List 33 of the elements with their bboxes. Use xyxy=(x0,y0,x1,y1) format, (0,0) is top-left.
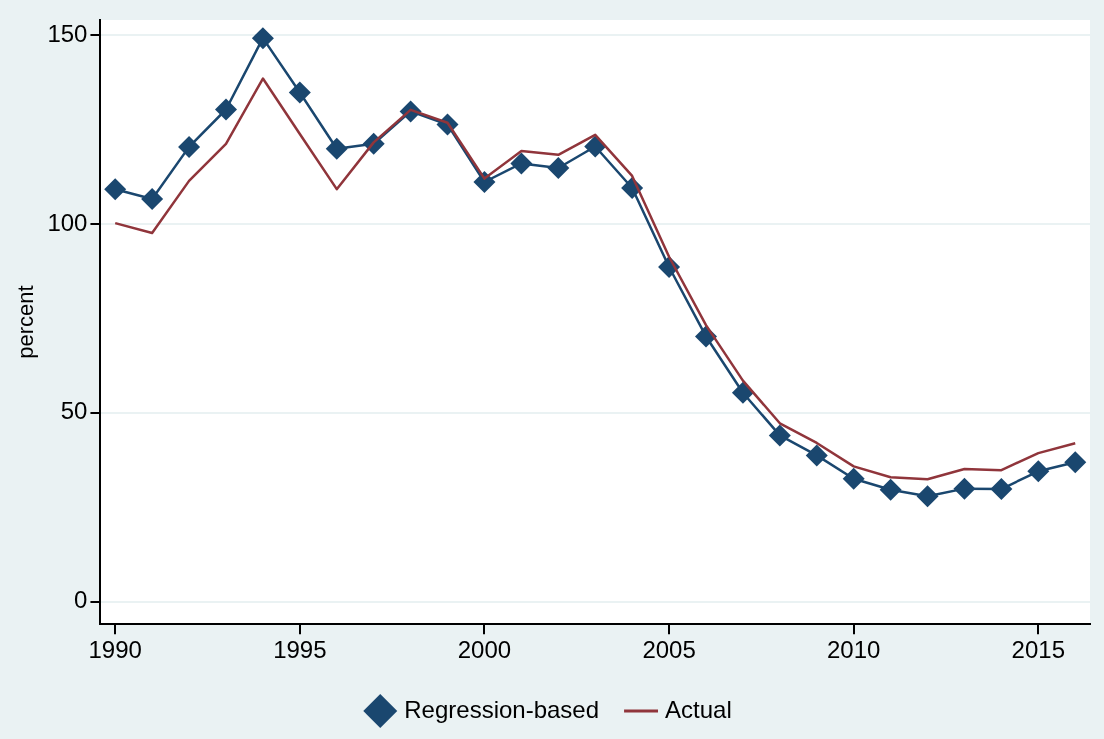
x-tick-label: 2000 xyxy=(457,636,512,664)
point xyxy=(1027,460,1050,483)
point xyxy=(214,98,237,121)
point xyxy=(805,444,828,467)
point xyxy=(879,478,902,501)
x-tick-label: 2015 xyxy=(1011,636,1065,664)
legend-label: Regression-based xyxy=(404,695,600,723)
y-axis-title: percent xyxy=(13,285,39,359)
point xyxy=(104,178,127,201)
legend-label: Actual xyxy=(665,695,732,723)
x-tick-label: 2010 xyxy=(826,636,881,664)
point xyxy=(251,27,274,50)
y-tick-label: 50 xyxy=(60,397,88,425)
point xyxy=(547,157,570,180)
point xyxy=(916,485,939,508)
point xyxy=(842,467,865,490)
point xyxy=(731,381,754,404)
y-tick-label: 0 xyxy=(74,586,88,614)
point xyxy=(325,137,348,160)
point xyxy=(768,424,791,447)
point xyxy=(990,478,1013,501)
point xyxy=(1064,451,1087,474)
point xyxy=(288,81,311,104)
x-tick-label: 1995 xyxy=(273,636,327,664)
point xyxy=(953,477,976,500)
point xyxy=(141,187,164,210)
y-tick-label: 150 xyxy=(47,19,88,47)
point xyxy=(178,135,201,158)
x-tick-label: 2005 xyxy=(642,636,696,664)
point xyxy=(510,152,533,175)
point xyxy=(584,135,607,158)
x-tick-label: 1990 xyxy=(88,636,142,664)
y-tick-label: 100 xyxy=(47,208,88,236)
